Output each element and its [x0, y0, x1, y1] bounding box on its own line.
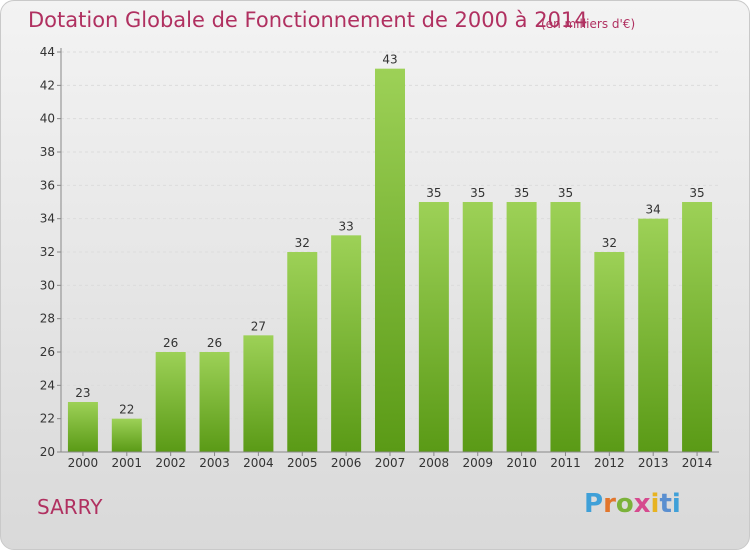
x-tick-label: 2012 [594, 456, 625, 470]
logo-letter: i [671, 489, 681, 519]
data-label: 32 [295, 236, 310, 250]
x-tick-label: 2000 [68, 456, 99, 470]
data-label: 43 [382, 53, 397, 67]
x-tick-label: 2001 [112, 456, 143, 470]
x-tick-label: 2003 [199, 456, 230, 470]
data-label: 35 [426, 186, 441, 200]
data-label: 27 [251, 319, 266, 333]
x-tick-label: 2007 [375, 456, 406, 470]
x-tick-label: 2009 [462, 456, 493, 470]
logo-letter: P [584, 489, 604, 519]
x-tick-label: 2014 [682, 456, 713, 470]
x-tick-label: 2013 [638, 456, 669, 470]
bar-2007 [375, 68, 405, 453]
y-tick-label: 26 [40, 345, 55, 359]
logo-letter: t [659, 489, 672, 519]
chart-title: Dotation Globale de Fonctionnement de 20… [28, 8, 588, 32]
y-tick-label: 42 [40, 78, 55, 92]
y-tick-label: 34 [40, 212, 55, 226]
chart-unit: (en milliers d'€) [541, 17, 636, 31]
x-tick-label: 2004 [243, 456, 274, 470]
bar-2011 [550, 202, 581, 452]
data-label: 23 [75, 386, 90, 400]
x-tick-label: 2006 [331, 456, 362, 470]
data-label: 32 [602, 236, 617, 250]
x-tick-label: 2005 [287, 456, 318, 470]
bar-2008 [418, 202, 449, 452]
data-label: 35 [558, 186, 573, 200]
logo-letter: x [633, 489, 651, 519]
data-label: 35 [470, 186, 485, 200]
bar-2005 [287, 252, 318, 452]
data-label: 35 [514, 186, 529, 200]
bar-2004 [243, 335, 274, 452]
x-tick-label: 2011 [550, 456, 581, 470]
logo-letter: r [603, 489, 616, 519]
y-tick-label: 36 [40, 178, 55, 192]
y-tick-label: 40 [40, 112, 55, 126]
bar-2014 [682, 202, 713, 452]
data-label: 33 [338, 219, 353, 233]
logo-letter: o [615, 489, 634, 519]
data-label: 35 [689, 186, 704, 200]
y-tick-label: 30 [40, 278, 55, 292]
bar-2000 [67, 402, 98, 452]
bar-2002 [155, 352, 186, 452]
y-tick-label: 32 [40, 245, 55, 259]
x-tick-label: 2010 [506, 456, 537, 470]
y-tick-label: 44 [40, 45, 55, 59]
y-tick-label: 22 [40, 412, 55, 426]
data-label: 34 [646, 203, 661, 217]
bar-2010 [506, 202, 537, 452]
y-tick-label: 24 [40, 378, 55, 392]
logo-letter: i [650, 489, 660, 519]
bar-2012 [594, 252, 625, 452]
x-tick-label: 2008 [419, 456, 450, 470]
data-label: 26 [163, 336, 178, 350]
y-tick-label: 28 [40, 312, 55, 326]
data-label: 22 [119, 403, 134, 417]
commune-name: SARRY [37, 495, 103, 519]
y-tick-label: 38 [40, 145, 55, 159]
bar-2006 [331, 235, 362, 452]
y-tick-label: 20 [40, 445, 55, 459]
bar-2003 [199, 352, 230, 452]
data-label: 26 [207, 336, 222, 350]
bar-2009 [462, 202, 493, 452]
x-tick-label: 2002 [155, 456, 186, 470]
bar-2001 [111, 418, 142, 452]
bar-2013 [638, 218, 669, 452]
proxiti-logo: Proxiti [584, 489, 681, 519]
